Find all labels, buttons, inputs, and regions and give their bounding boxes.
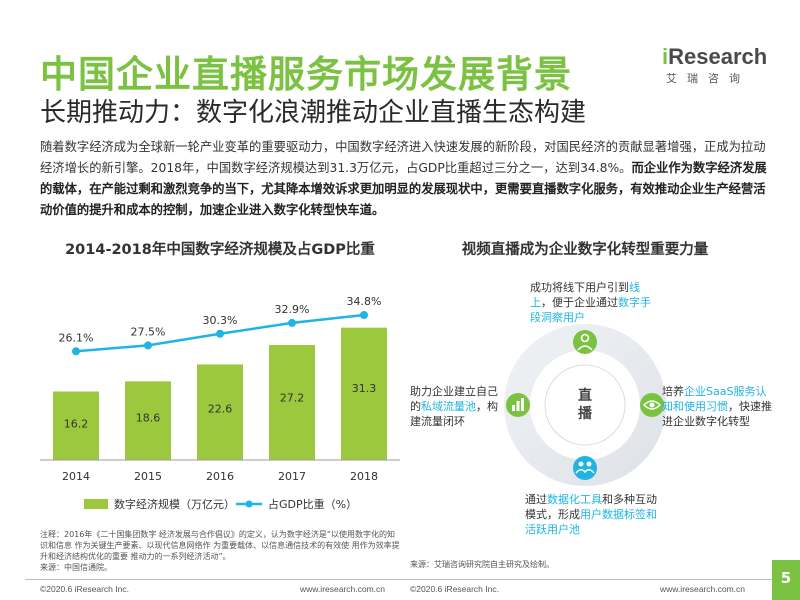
- right-source: 来源：艾瑞咨询研究院自主研究及绘制。: [410, 560, 554, 569]
- bar-label-2015: 18.6: [136, 412, 161, 425]
- ring-top-text-1: 成功将线下用户引到: [530, 281, 629, 294]
- ring-top-highlight-1: 线上: [530, 281, 640, 309]
- gdp-share-label-2018: 34.8%: [347, 295, 382, 308]
- bar-2017: [269, 344, 315, 460]
- gdp-share-point-2014: [72, 347, 80, 356]
- x-tick-2018: 2018: [350, 470, 378, 483]
- legend-line-marker: [245, 500, 253, 508]
- gdp-share-label-2016: 30.3%: [203, 314, 238, 327]
- ring-right-highlight-1: 企业SaaS服务认知和使用习惯: [662, 385, 767, 413]
- note-text: 注释：2016年《二十国集团数字 经济发展与合作倡议》的定义，认为数字经济是“以…: [40, 530, 400, 561]
- x-tick-2015: 2015: [134, 470, 162, 483]
- gdp-share-point-2015: [144, 341, 152, 350]
- legend-line-label: 占GDP比重（%）: [268, 497, 357, 511]
- center-label-1: 直: [578, 387, 592, 404]
- ring-text-right: 培养企业SaaS服务认知和使用习惯，快速推进企业数字化转型: [662, 384, 774, 429]
- digital-economy-chart: 16.2 18.6 22.6 27.2 31.3 26.1% 27.5% 30.3% 32.9…: [40, 295, 400, 511]
- footer-divider: [25, 579, 775, 580]
- ring-bottom-highlight-1: 数据化工具: [547, 493, 602, 506]
- x-tick-2014: 2014: [62, 470, 90, 483]
- live-stream-ring-diagram: 直 播: [504, 324, 666, 486]
- logo-research: Research: [668, 44, 768, 69]
- ring-right-text-1: 培养: [662, 385, 684, 398]
- ring-top-highlight-2: 数字手段洞察用户: [530, 296, 651, 324]
- ring-left-text-1: 助力企业建立自己的: [410, 385, 498, 413]
- ring-title: 视频直播成为企业数字化转型重要力量: [461, 242, 709, 258]
- bar-2015: [125, 381, 171, 460]
- ring-bottom-text-2: 和多种互动模式，形成: [525, 493, 657, 521]
- ring-top-text-2: ，便于企业通过: [541, 296, 618, 309]
- intro-paragraph: 随着数字经济成为全球新一轮产业变革的重要驱动力，中国数字经济进入快速发展的新阶段…: [40, 137, 768, 221]
- footer-url-left: www.iresearch.com.cn: [300, 584, 386, 594]
- ring-left-text-2: ，构建流量闭环: [410, 400, 498, 428]
- intro-bold: 而企业作为数字经济发展的载体，在产能过剩和激烈竞争的当下，尤其降本增效诉求更加明…: [40, 161, 767, 217]
- chart-note: 注释：2016年《二十国集团数字 经济发展与合作倡议》的定义，认为数字经济是“以…: [40, 529, 400, 573]
- legend-bar-swatch: [84, 499, 108, 509]
- page-number: 5: [772, 560, 800, 600]
- bar-2016: [197, 364, 243, 460]
- center-label-2: 播: [578, 405, 593, 422]
- ring-bottom-highlight-2: 用户数据标签和活跃用户池: [525, 508, 657, 536]
- logo-wordmark: iResearch: [662, 44, 767, 70]
- ring-right-text-2: ，快速推进企业数字化转型: [662, 400, 772, 428]
- user-icon: [573, 330, 597, 354]
- intro-normal: 随着数字经济成为全球新一轮产业变革的重要驱动力，中国数字经济进入快速发展的新阶段…: [40, 140, 766, 175]
- gdp-share-point-2018: [360, 311, 368, 319]
- bar-label-2016: 22.6: [208, 402, 233, 415]
- x-tick-2017: 2017: [278, 470, 306, 483]
- users-icon: [573, 456, 597, 480]
- page-subtitle: 长期推动力：数字化浪潮推动企业直播生态构建: [40, 98, 587, 128]
- iresearch-logo: iResearch 艾瑞咨询: [662, 44, 772, 94]
- x-tick-2016: 2016: [206, 470, 234, 483]
- gdp-share-label-2015: 27.5%: [131, 325, 166, 338]
- logo-subtext: 艾瑞咨询: [666, 72, 750, 85]
- page-title: 中国企业直播服务市场发展背景: [40, 53, 572, 96]
- bar-label-2018: 31.3: [352, 382, 377, 395]
- bar-label-2014: 16.2: [64, 417, 89, 430]
- eye-icon: [640, 393, 664, 417]
- ring-text-top: 成功将线下用户引到线上，便于企业通过数字手段洞察用户: [530, 280, 655, 325]
- logo-i: i: [662, 44, 669, 69]
- gdp-share-label-2014: 26.1%: [59, 331, 94, 344]
- gdp-share-point-2016: [216, 329, 224, 338]
- note-source: 来源：中国信通院。: [40, 563, 112, 572]
- center-circle: [544, 364, 626, 446]
- bar-chart-icon: [506, 393, 530, 417]
- gdp-share-label-2017: 32.9%: [275, 303, 310, 316]
- bar-2014: [53, 391, 99, 460]
- footer-url-right: www.iresearch.com.cn: [660, 584, 746, 594]
- ring-left-highlight-1: 私域流量池: [421, 400, 476, 413]
- footer-copyright-right: ©2020.6 iResearch Inc.: [410, 584, 499, 594]
- footer-copyright-left: ©2020.6 iResearch Inc.: [40, 584, 129, 594]
- ring-bottom-text-1: 通过: [525, 493, 547, 506]
- legend-bar-label: 数字经济规模（万亿元）: [114, 497, 235, 511]
- gdp-share-point-2017: [288, 318, 296, 327]
- ring-text-bottom: 通过数据化工具和多种互动模式，形成用户数据标签和活跃用户池: [525, 492, 665, 537]
- bar-2018: [341, 327, 387, 460]
- ring-text-left: 助力企业建立自己的私域流量池，构建流量闭环: [410, 384, 505, 429]
- bar-label-2017: 27.2: [280, 392, 305, 405]
- chart-title: 2014-2018年中国数字经济规模及占GDP比重: [65, 242, 375, 258]
